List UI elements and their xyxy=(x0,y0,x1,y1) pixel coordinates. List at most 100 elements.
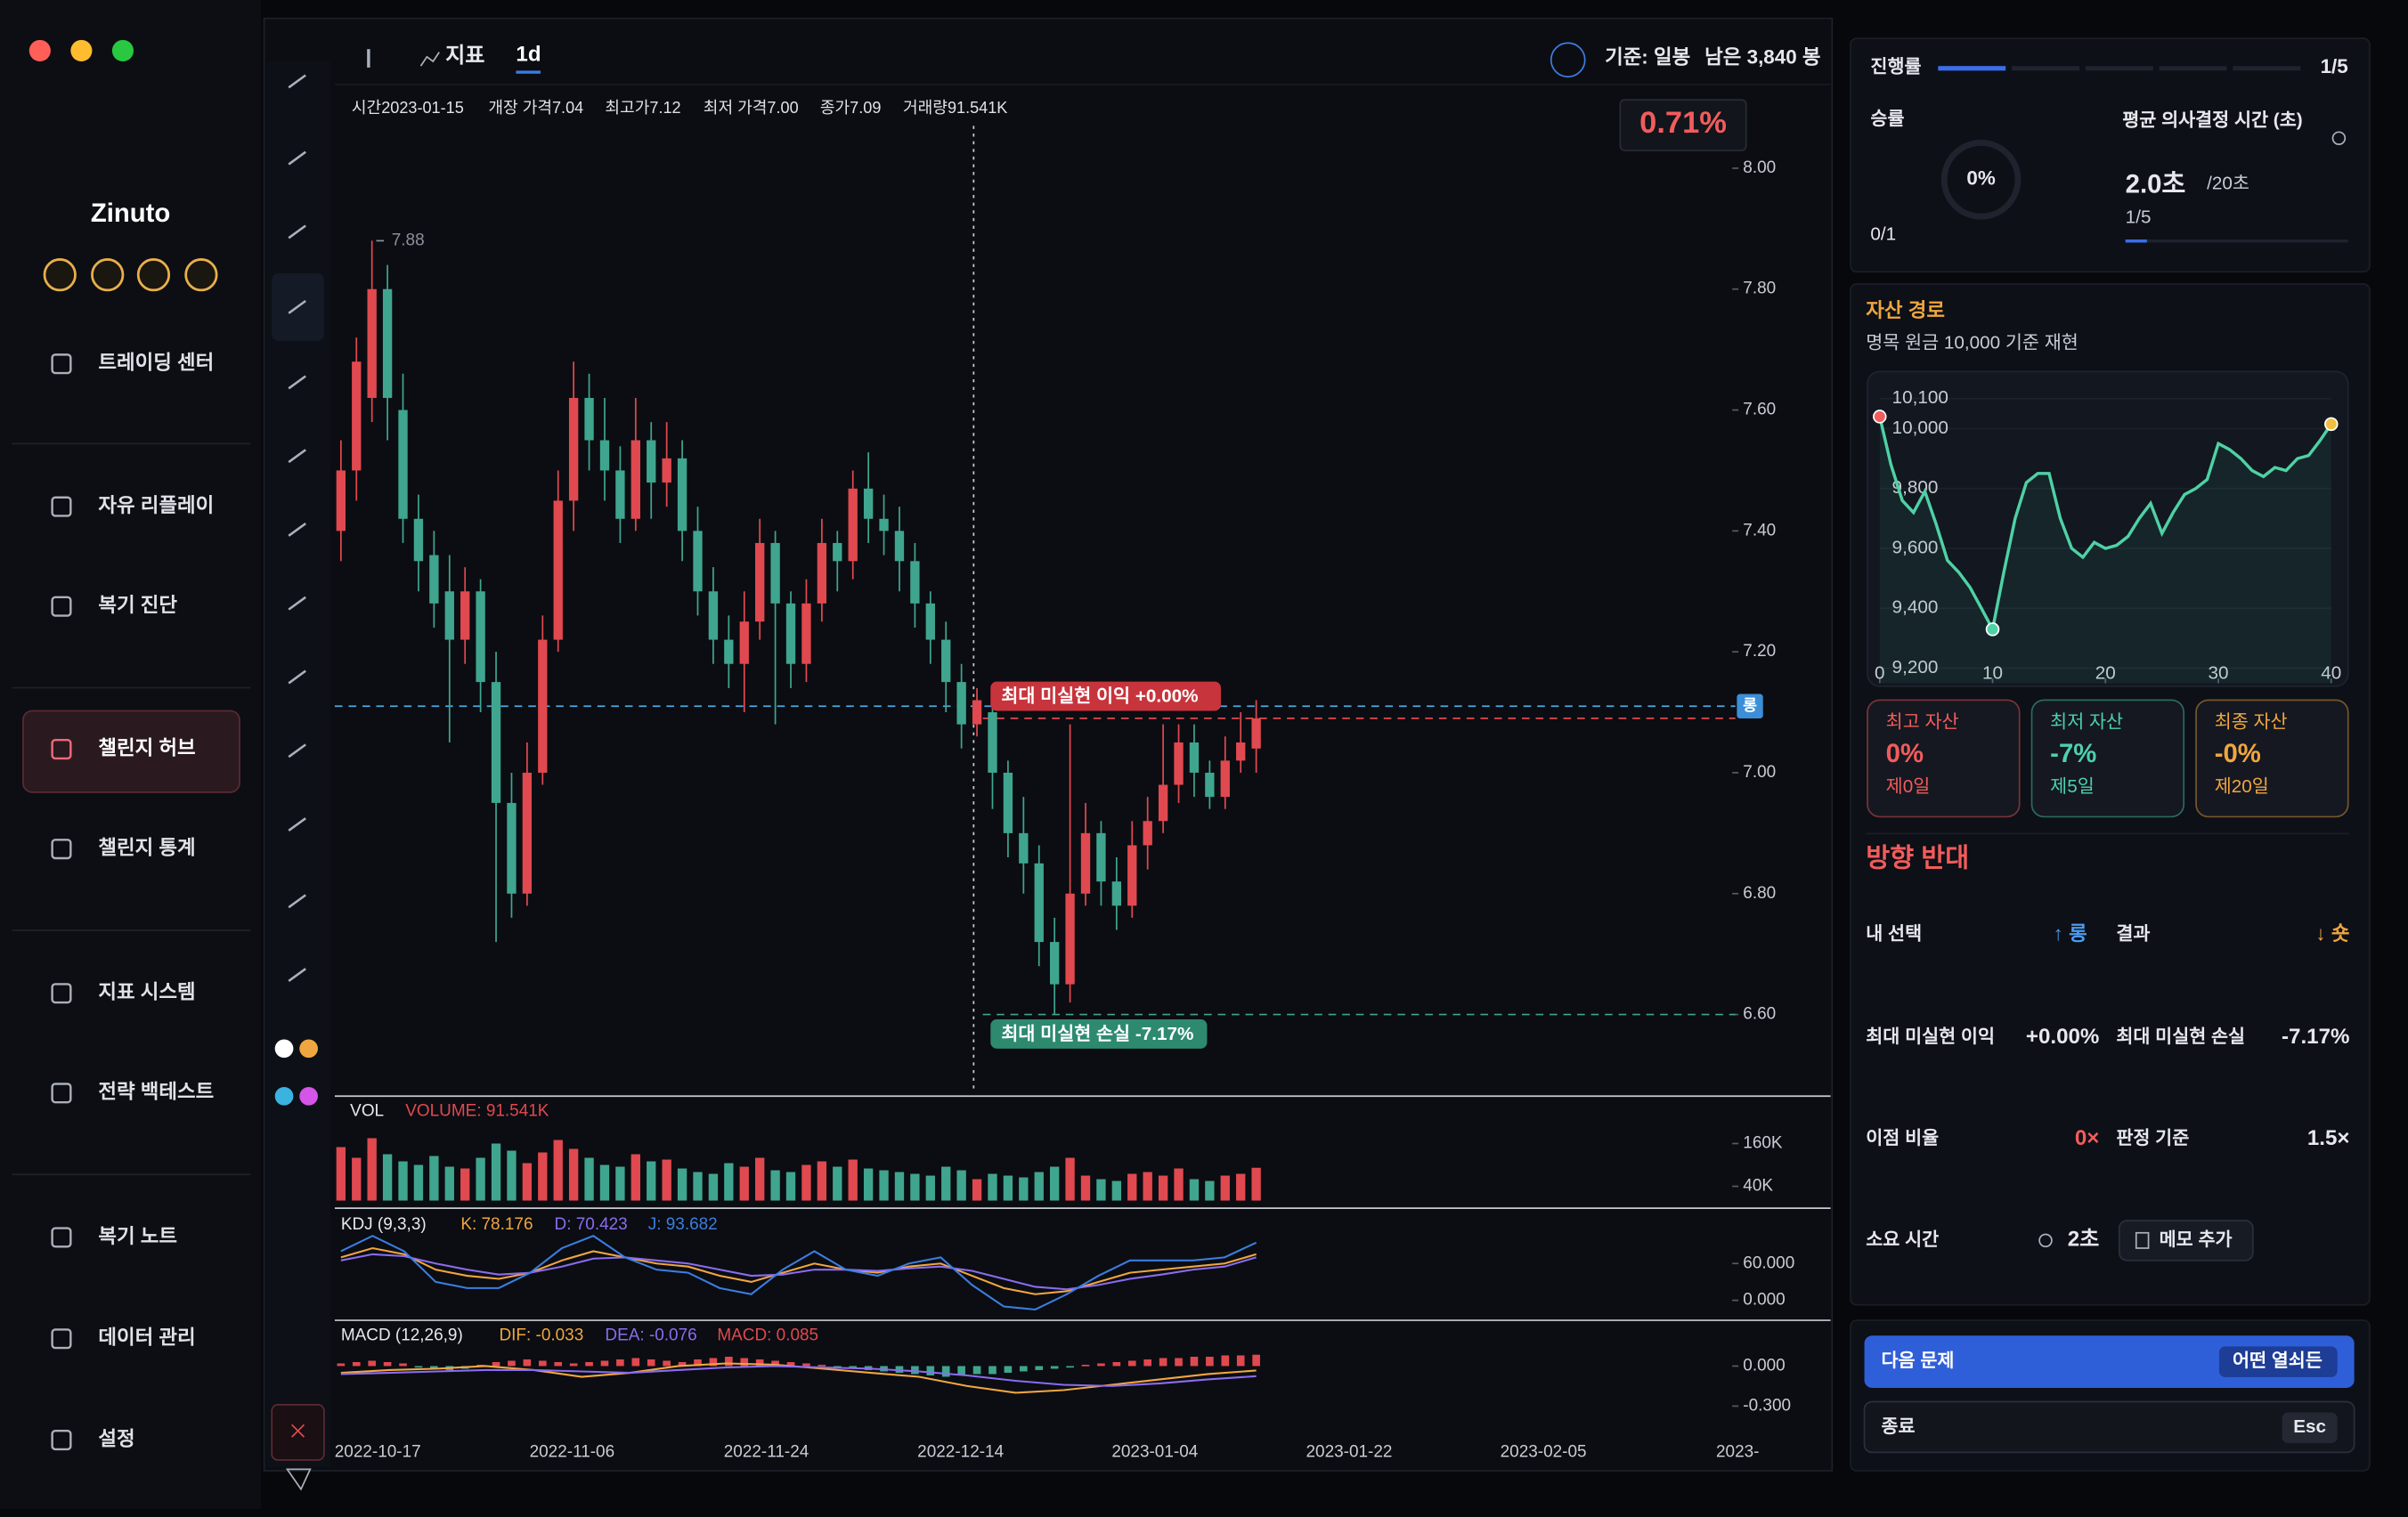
volume-bar xyxy=(1127,1173,1137,1201)
label: 0× xyxy=(2075,1126,2100,1150)
pane-title: VOL xyxy=(350,1102,384,1121)
macd-bar xyxy=(972,1366,981,1375)
tool-icon xyxy=(288,74,306,89)
candle-body xyxy=(599,440,610,471)
nav-item[interactable]: 트레이딩 센터 xyxy=(98,352,214,374)
candle-body xyxy=(1220,760,1230,798)
volume-bar xyxy=(833,1166,842,1201)
macd-bar xyxy=(1112,1361,1121,1367)
key-pill xyxy=(2282,1412,2338,1444)
candle-body xyxy=(770,542,780,604)
macd-bar xyxy=(1206,1356,1214,1367)
x-tick-label: 2023-02-05 xyxy=(1501,1442,1587,1461)
badge-icon xyxy=(91,258,125,292)
x-tick-label: 2023-01-22 xyxy=(1306,1442,1392,1461)
macd-bar xyxy=(554,1361,563,1367)
x-tick-label: 10 xyxy=(1982,663,2003,684)
label: ↓ 숏 xyxy=(2315,922,2349,945)
nav-item[interactable]: 지표 시스템 xyxy=(98,981,195,1003)
macd-bar xyxy=(709,1358,718,1367)
window-button[interactable] xyxy=(111,39,134,61)
nav-item[interactable]: 데이터 관리 xyxy=(98,1326,195,1349)
label[interactable]: 메모 추가 xyxy=(2160,1229,2233,1250)
macd-bar xyxy=(600,1360,609,1367)
volume-bar xyxy=(1236,1173,1246,1201)
label-box: 평균 의사결정 시간 (초) xyxy=(2122,109,2302,130)
volume-bar xyxy=(398,1161,408,1201)
nav-item[interactable]: 챌린지 허브 xyxy=(98,736,195,758)
candle-body xyxy=(1127,845,1137,906)
color-swatch[interactable] xyxy=(299,1086,318,1106)
macd-bar xyxy=(492,1361,500,1367)
macd-bar xyxy=(786,1361,795,1367)
label[interactable]: 종료 xyxy=(1882,1416,1916,1437)
macd-bar xyxy=(1081,1364,1090,1367)
progress-segment xyxy=(2159,66,2227,71)
candle-body xyxy=(476,591,485,683)
tool-icon xyxy=(288,596,306,611)
volume-bar xyxy=(352,1157,362,1201)
volume-bar xyxy=(522,1163,533,1201)
nav-item[interactable]: 복기 노트 xyxy=(98,1225,177,1247)
quit-button[interactable] xyxy=(1863,1400,2355,1454)
macd-bar xyxy=(1127,1360,1136,1367)
candle-body xyxy=(491,682,501,803)
y-tick-label: 7.80 xyxy=(1743,280,1776,298)
volume-bar xyxy=(630,1154,640,1201)
ohlc-info: 최고가7.12 xyxy=(605,99,680,117)
nav-item[interactable]: 전략 백테스트 xyxy=(98,1081,214,1103)
nav-icon xyxy=(51,1430,72,1451)
label: 남은 3,840 봉 xyxy=(1704,45,1820,68)
candle-body xyxy=(1158,784,1168,822)
volume-bar xyxy=(553,1140,563,1201)
y-tick-label: 60.000 xyxy=(1743,1253,1794,1272)
y-tick-label: 7.20 xyxy=(1743,642,1776,661)
color-swatch[interactable] xyxy=(299,1039,318,1059)
badge-icon xyxy=(43,258,77,292)
label[interactable]: 1d xyxy=(516,42,541,66)
candle-body xyxy=(708,591,719,640)
stat-card xyxy=(1867,699,2021,818)
nav-item[interactable]: 챌린지 통계 xyxy=(98,837,195,859)
color-swatch[interactable] xyxy=(274,1039,294,1059)
ohlc-info: 종가7.09 xyxy=(820,99,882,117)
macd-bar xyxy=(926,1366,935,1375)
candle-body xyxy=(863,488,874,519)
candle-body xyxy=(785,603,796,664)
tool-button[interactable] xyxy=(271,1404,325,1461)
nav-icon xyxy=(51,1328,72,1350)
candle-body xyxy=(647,440,656,483)
tool-icon xyxy=(285,1468,312,1491)
window-button[interactable] xyxy=(70,39,93,61)
label: 최종 자산 xyxy=(2215,712,2288,733)
label: 결과 xyxy=(2116,924,2150,945)
ohlc-info: 거래량91.541K xyxy=(903,99,1007,117)
candle-body xyxy=(352,361,362,471)
macd-bar xyxy=(988,1366,997,1375)
nav-item[interactable]: 자유 리플레이 xyxy=(98,494,214,516)
toolbar-icon xyxy=(1550,42,1586,78)
color-swatch[interactable] xyxy=(274,1086,294,1106)
memo-button[interactable] xyxy=(2118,1220,2254,1261)
nav-item[interactable]: 복기 진단 xyxy=(98,594,177,616)
volume-bar xyxy=(1189,1179,1200,1201)
window-button[interactable] xyxy=(28,39,51,61)
volume-bar xyxy=(1034,1172,1044,1201)
macd-bar xyxy=(740,1358,749,1367)
progress-segment xyxy=(2233,66,2301,71)
y-tick-label: 7.40 xyxy=(1743,521,1776,539)
label: 0% xyxy=(1886,739,1924,768)
volume-bar xyxy=(988,1173,997,1201)
high-marker-label: 7.88 xyxy=(392,231,425,249)
x-tick-label: 2022-10-17 xyxy=(335,1442,421,1461)
start-dot xyxy=(1873,410,1887,424)
ohlc-info: 최저 가격7.00 xyxy=(704,99,799,117)
label[interactable]: 다음 문제 xyxy=(1882,1351,1955,1371)
candle-body xyxy=(630,440,640,519)
volume-bar xyxy=(770,1170,780,1201)
macd-bar xyxy=(631,1358,640,1367)
nav-item[interactable]: 설정 xyxy=(98,1427,134,1449)
label: 기준: 일봉 xyxy=(1605,45,1690,68)
y-tick-label: 8.00 xyxy=(1743,158,1776,177)
